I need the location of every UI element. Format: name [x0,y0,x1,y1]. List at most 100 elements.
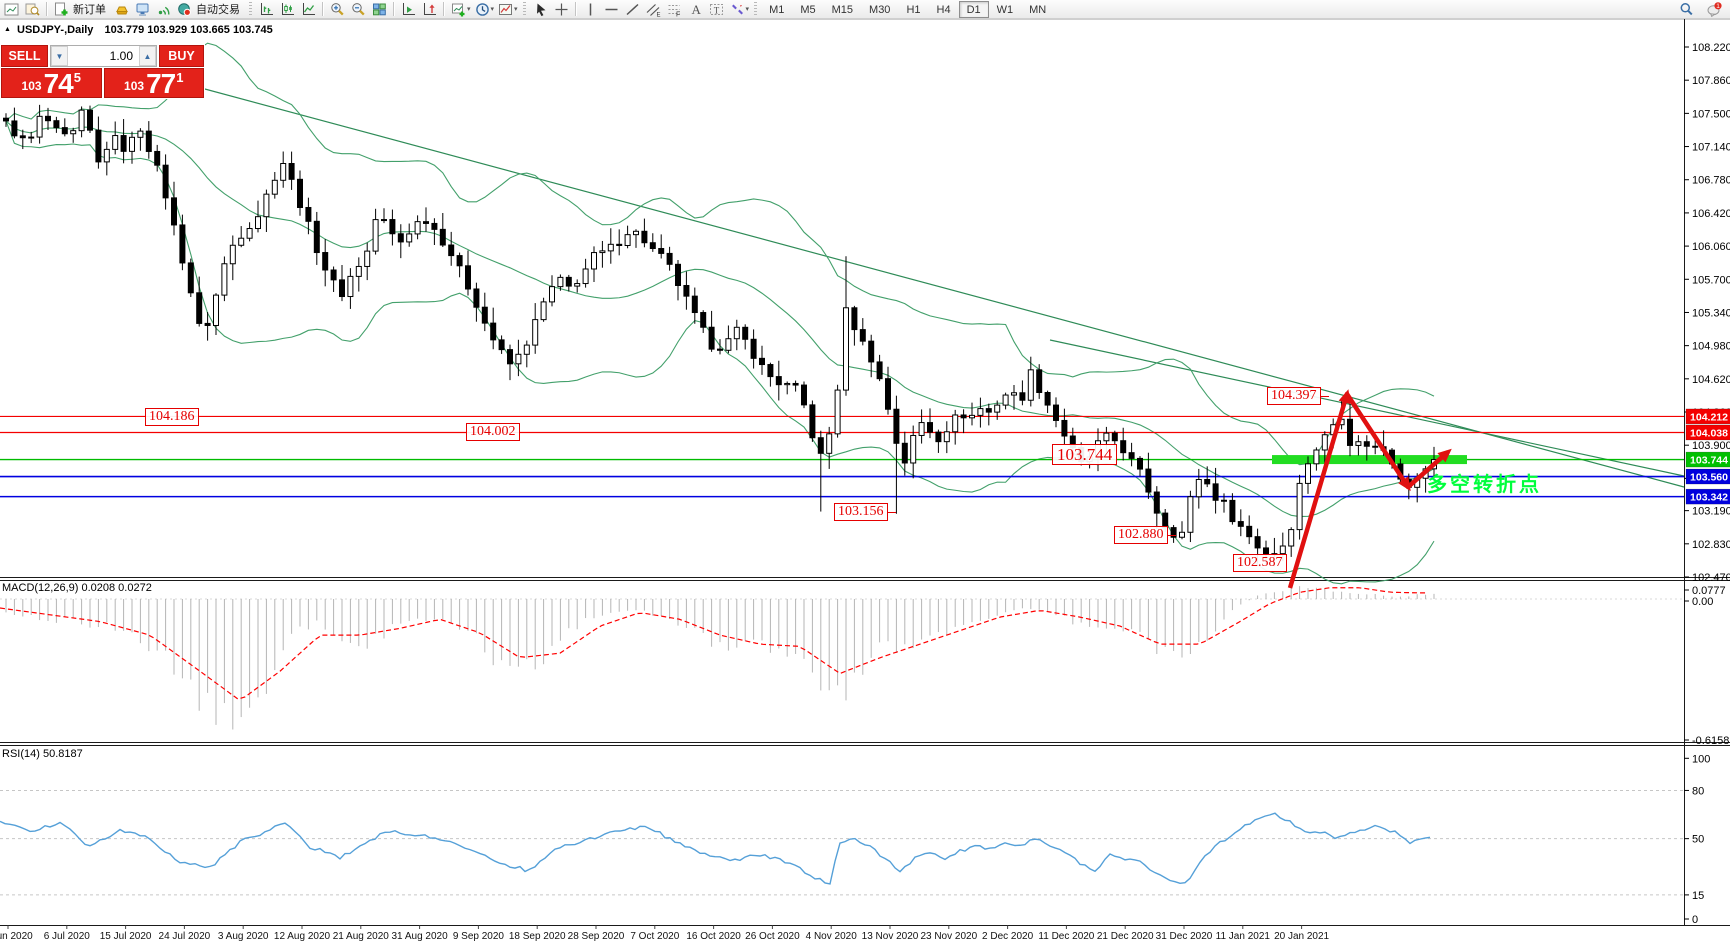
new-chart-icon[interactable] [448,1,469,18]
svg-text:20 Jan 2021: 20 Jan 2021 [1274,931,1329,942]
new-order-icon[interactable] [51,1,72,18]
price-annotation-102_880[interactable]: 102.880 [1114,526,1176,544]
arrows-caret[interactable]: ▾ [745,6,750,13]
candlestick-chart-icon[interactable] [277,1,298,18]
vertical-line-icon[interactable] [580,1,601,18]
timeframe-MN[interactable]: MN [1021,1,1054,18]
search-icon[interactable] [1676,1,1697,18]
chart-window-icon[interactable] [1,1,22,18]
rsi-indicator-label: RSI(14) 50.8187 [2,748,83,760]
volume-stepper[interactable]: ▼ 1.00 ▲ [50,45,157,67]
cursor-icon[interactable] [530,1,551,18]
svg-text:A: A [691,2,701,17]
timeframe-M30[interactable]: M30 [861,1,898,18]
axis-badge-103.560 [1685,468,1730,485]
price-annotation-103_156[interactable]: 103.156 [834,503,896,521]
svg-text:13 Nov 2020: 13 Nov 2020 [862,931,919,942]
volume-value[interactable]: 1.00 [109,49,133,63]
annotation-connector [1167,535,1176,536]
timeframe-M15[interactable]: M15 [824,1,861,18]
axis-badge-103.744 [1685,451,1730,468]
sell-button[interactable]: SELL [1,45,48,67]
svg-text:0.0777: 0.0777 [1692,585,1726,597]
annotation-connector [887,512,896,513]
annotation-connector [1320,396,1329,397]
price-annotation-104_002[interactable]: 104.002 [466,423,520,441]
volume-decrease-button[interactable]: ▼ [51,46,68,66]
zoom-out-icon[interactable] [348,1,369,18]
svg-text:50: 50 [1692,834,1704,846]
new-order-label[interactable]: 新订单 [73,4,106,16]
fibonacci-icon[interactable]: F [664,1,685,18]
toolbar-grip[interactable] [249,2,252,16]
sell-price[interactable]: 103 74 5 [1,68,102,98]
svg-text:104.980: 104.980 [1692,341,1730,353]
tile-windows-icon[interactable] [369,1,390,18]
one-click-trading-panel: SELL ▼ 1.00 ▲ BUY 103 74 5 103 77 1 [0,44,205,99]
turning-point-annotation[interactable]: 多空转折点 [1427,474,1542,496]
gold-icon[interactable] [111,1,132,18]
crosshair-icon[interactable] [551,1,572,18]
svg-text:11 Jan 2021: 11 Jan 2021 [1216,931,1271,942]
notification-icon[interactable]: 1 [1704,1,1725,18]
zoom-in-icon[interactable] [327,1,348,18]
trend-arrow-zigzag[interactable] [1287,389,1452,589]
toolbar-grip[interactable] [754,2,758,16]
line-chart-icon[interactable] [298,1,319,18]
volume-increase-button[interactable]: ▲ [139,46,156,66]
auto-scroll-icon[interactable] [398,1,419,18]
timeframe-W1[interactable]: W1 [989,1,1022,18]
price-annotation-104_186[interactable]: 104.186 [145,408,199,426]
buy-price[interactable]: 103 77 1 [103,68,204,98]
timeframe-D1[interactable]: D1 [958,0,989,18]
timeframe-M1[interactable]: M1 [761,1,792,18]
horizontal-line-icon[interactable] [601,1,622,18]
price-annotation-103_744[interactable]: 103.744 [1052,444,1118,465]
svg-text:102.470: 102.470 [1692,572,1730,584]
templates-caret[interactable]: ▾ [514,6,518,13]
toolbar-separator [443,2,445,16]
timeframe-H4[interactable]: H4 [929,1,959,18]
terminal-icon[interactable] [132,1,153,18]
svg-text:1: 1 [1716,3,1720,10]
chart-shift-icon[interactable] [419,1,440,18]
svg-text:-0.6158: -0.6158 [1692,735,1729,747]
svg-text:12 Aug 2020: 12 Aug 2020 [274,931,331,942]
highlight-support-band[interactable] [1272,455,1467,465]
timeframe-H1[interactable]: H1 [898,1,928,18]
price-annotation-104_397[interactable]: 104.397 [1267,387,1329,405]
trendlines[interactable] [189,84,1685,488]
svg-text:E: E [656,12,660,17]
ohlc-values: 103.779 103.929 103.665 103.745 [104,24,273,36]
rsi-line [0,812,1431,885]
auto-trading-icon[interactable] [174,1,195,18]
periods-caret[interactable]: ▾ [490,6,495,13]
svg-text:16 Oct 2020: 16 Oct 2020 [686,931,741,942]
toolbar-grip[interactable] [522,2,526,16]
periods-icon[interactable] [472,1,493,18]
trendline-icon[interactable] [622,1,643,18]
svg-text:9 Sep 2020: 9 Sep 2020 [453,931,505,942]
svg-text:6 Jul 2020: 6 Jul 2020 [44,931,91,942]
axis-badge-103.342 [1685,488,1730,505]
text-icon[interactable]: A [685,1,706,18]
svg-text:4 Nov 2020: 4 Nov 2020 [806,931,858,942]
timeframe-M5[interactable]: M5 [792,1,823,18]
arrows-icon[interactable] [727,1,748,18]
label-icon[interactable]: T [706,1,727,18]
svg-text:103.744: 103.744 [1690,455,1728,467]
signal-icon[interactable] [153,1,174,18]
price-annotation-102_587[interactable]: 102.587 [1233,554,1287,572]
new-chart-caret[interactable]: ▾ [467,6,471,13]
bar-chart-icon[interactable] [256,1,277,18]
auto-trading-label[interactable]: 自动交易 [196,4,240,16]
collapse-panel-icon[interactable]: ▲ [4,26,11,33]
templates-icon[interactable] [495,1,516,18]
svg-text:0: 0 [1692,914,1698,926]
market-watch-icon[interactable] [22,1,43,18]
time-axis[interactable]: 5 Jun 2020 6 Jul 2020 15 Jul 2020 24 Jul 20… [0,925,1330,943]
svg-text:T: T [713,5,719,15]
buy-button[interactable]: BUY [159,45,204,67]
channel-icon[interactable]: E [643,1,664,18]
